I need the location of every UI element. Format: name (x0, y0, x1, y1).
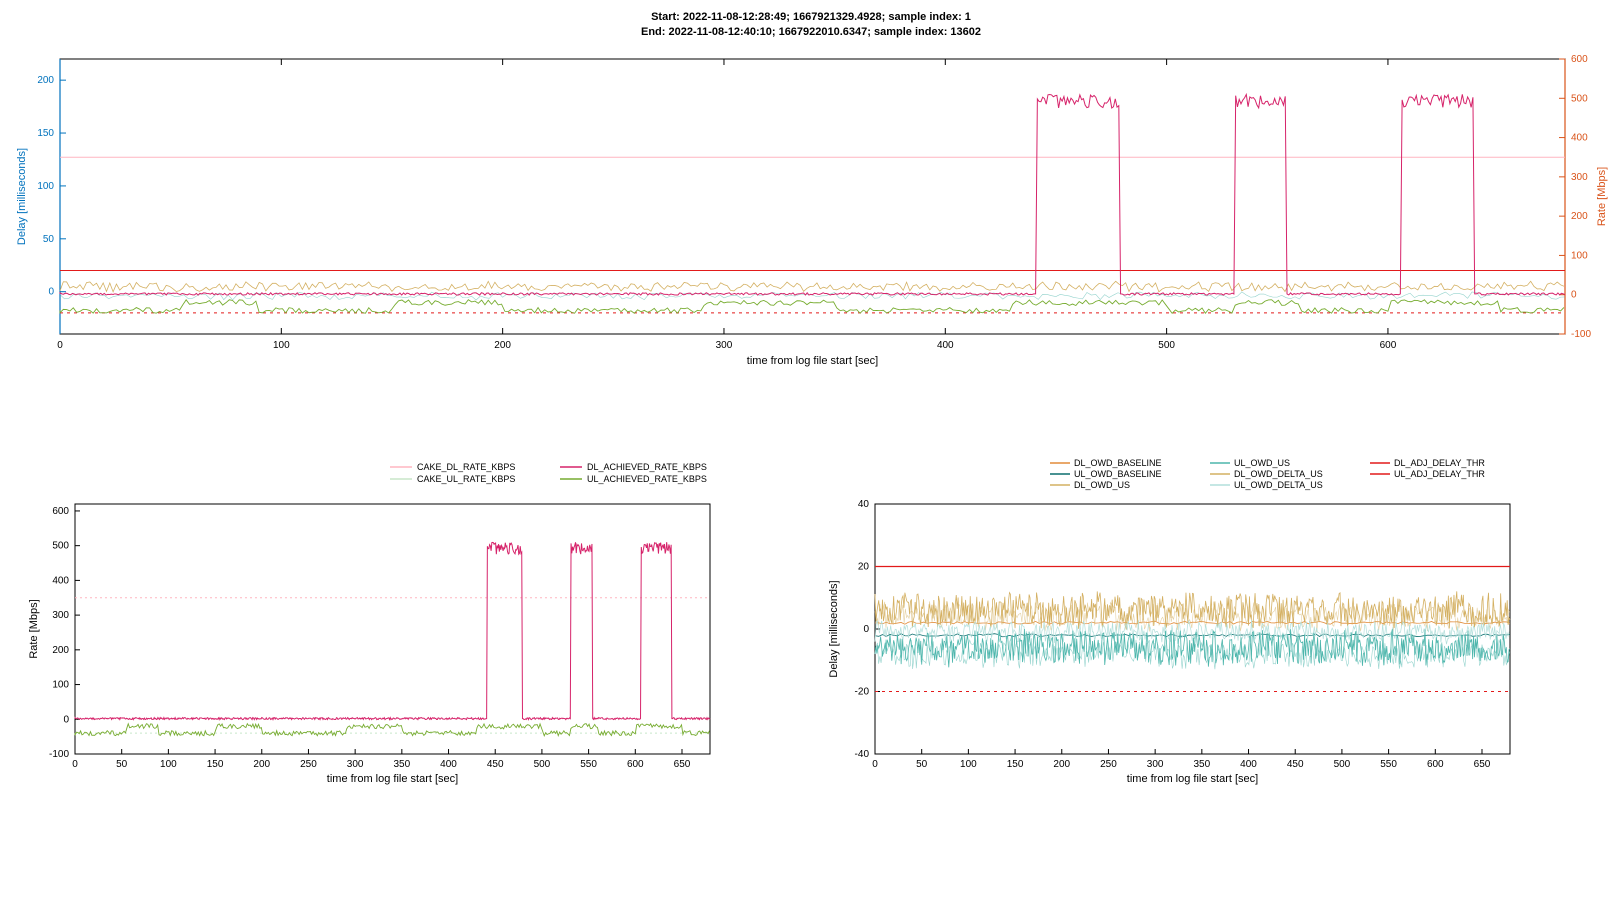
svg-text:100: 100 (160, 759, 177, 770)
svg-text:650: 650 (674, 759, 691, 770)
svg-text:600: 600 (52, 506, 69, 517)
svg-text:300: 300 (347, 759, 364, 770)
svg-text:UL_ADJ_DELAY_THR: UL_ADJ_DELAY_THR (1394, 469, 1485, 479)
svg-text:300: 300 (52, 610, 69, 621)
svg-text:CAKE_UL_RATE_KBPS: CAKE_UL_RATE_KBPS (417, 474, 515, 484)
svg-text:400: 400 (440, 759, 457, 770)
svg-text:450: 450 (1287, 759, 1304, 770)
svg-text:time from log file start [sec]: time from log file start [sec] (327, 773, 458, 785)
svg-text:Delay [milliseconds]: Delay [milliseconds] (16, 148, 28, 245)
svg-text:400: 400 (937, 340, 954, 351)
svg-text:0: 0 (63, 714, 69, 725)
svg-text:Delay [milliseconds]: Delay [milliseconds] (828, 580, 840, 677)
svg-text:UL_OWD_DELTA_US: UL_OWD_DELTA_US (1234, 480, 1323, 490)
svg-text:CAKE_DL_RATE_KBPS: CAKE_DL_RATE_KBPS (417, 462, 515, 472)
svg-text:UL_ACHIEVED_RATE_KBPS: UL_ACHIEVED_RATE_KBPS (587, 474, 707, 484)
svg-text:50: 50 (116, 759, 128, 770)
svg-text:500: 500 (1571, 93, 1588, 104)
svg-text:time from log file start [sec]: time from log file start [sec] (1127, 773, 1258, 785)
svg-text:0: 0 (863, 624, 869, 635)
chart-title-line2: End: 2022-11-08-12:40:10; 1667922010.634… (10, 25, 1612, 40)
svg-text:600: 600 (1427, 759, 1444, 770)
svg-text:-100: -100 (1571, 329, 1591, 340)
svg-text:400: 400 (1571, 132, 1588, 143)
svg-text:0: 0 (72, 759, 78, 770)
svg-text:UL_OWD_US: UL_OWD_US (1234, 459, 1290, 468)
bottom-right-chart: DL_OWD_BASELINEUL_OWD_BASELINEDL_OWD_US U… (820, 459, 1520, 789)
svg-text:-40: -40 (855, 749, 870, 760)
svg-text:200: 200 (52, 645, 69, 656)
svg-text:600: 600 (1571, 54, 1588, 65)
svg-text:DL_ACHIEVED_RATE_KBPS: DL_ACHIEVED_RATE_KBPS (587, 462, 707, 472)
svg-text:550: 550 (580, 759, 597, 770)
svg-text:250: 250 (300, 759, 317, 770)
svg-text:600: 600 (1380, 340, 1397, 351)
svg-text:500: 500 (1334, 759, 1351, 770)
svg-text:50: 50 (43, 234, 55, 245)
svg-text:0: 0 (57, 340, 63, 351)
svg-text:time from log file start [sec]: time from log file start [sec] (747, 355, 878, 367)
bottom-left-chart: CAKE_DL_RATE_KBPS CAKE_UL_RATE_KBPS DL_ACH… (20, 459, 720, 789)
svg-text:0: 0 (872, 759, 878, 770)
svg-text:UL_OWD_BASELINE: UL_OWD_BASELINE (1074, 469, 1162, 479)
svg-text:350: 350 (1193, 759, 1210, 770)
svg-text:150: 150 (207, 759, 224, 770)
chart-title-line1: Start: 2022-11-08-12:28:49; 1667921329.4… (10, 10, 1612, 25)
svg-text:0: 0 (48, 286, 54, 297)
svg-text:100: 100 (273, 340, 290, 351)
svg-text:200: 200 (1053, 759, 1070, 770)
svg-text:50: 50 (916, 759, 928, 770)
svg-text:300: 300 (716, 340, 733, 351)
svg-text:200: 200 (37, 75, 54, 86)
svg-text:500: 500 (534, 759, 551, 770)
top-chart: 0 100 200 300 400 500 600 0 50 100 150 200 -100 0 100 2… (10, 49, 1612, 369)
svg-text:350: 350 (393, 759, 410, 770)
svg-text:100: 100 (960, 759, 977, 770)
svg-text:DL_OWD_BASELINE: DL_OWD_BASELINE (1074, 459, 1162, 468)
svg-text:500: 500 (1158, 340, 1175, 351)
svg-text:650: 650 (1474, 759, 1491, 770)
svg-text:550: 550 (1380, 759, 1397, 770)
svg-text:DL_ADJ_DELAY_THR: DL_ADJ_DELAY_THR (1394, 459, 1485, 468)
svg-text:450: 450 (487, 759, 504, 770)
svg-text:150: 150 (37, 128, 54, 139)
svg-text:DL_OWD_DELTA_US: DL_OWD_DELTA_US (1234, 469, 1323, 479)
svg-text:Rate [Mbps]: Rate [Mbps] (1596, 167, 1608, 226)
svg-text:200: 200 (253, 759, 270, 770)
svg-text:500: 500 (52, 540, 69, 551)
svg-text:-100: -100 (49, 749, 69, 760)
svg-text:Rate [Mbps]: Rate [Mbps] (28, 599, 40, 658)
svg-text:0: 0 (1571, 289, 1577, 300)
svg-text:-20: -20 (855, 686, 870, 697)
svg-text:300: 300 (1147, 759, 1164, 770)
svg-text:100: 100 (37, 181, 54, 192)
svg-text:40: 40 (858, 499, 870, 510)
svg-text:400: 400 (1240, 759, 1257, 770)
svg-text:200: 200 (1571, 211, 1588, 222)
svg-text:300: 300 (1571, 172, 1588, 183)
svg-text:DL_OWD_US: DL_OWD_US (1074, 480, 1130, 490)
svg-text:200: 200 (494, 340, 511, 351)
svg-text:20: 20 (858, 561, 870, 572)
svg-text:100: 100 (1571, 250, 1588, 261)
svg-text:600: 600 (627, 759, 644, 770)
svg-text:250: 250 (1100, 759, 1117, 770)
svg-text:100: 100 (52, 679, 69, 690)
svg-text:400: 400 (52, 575, 69, 586)
svg-text:150: 150 (1007, 759, 1024, 770)
